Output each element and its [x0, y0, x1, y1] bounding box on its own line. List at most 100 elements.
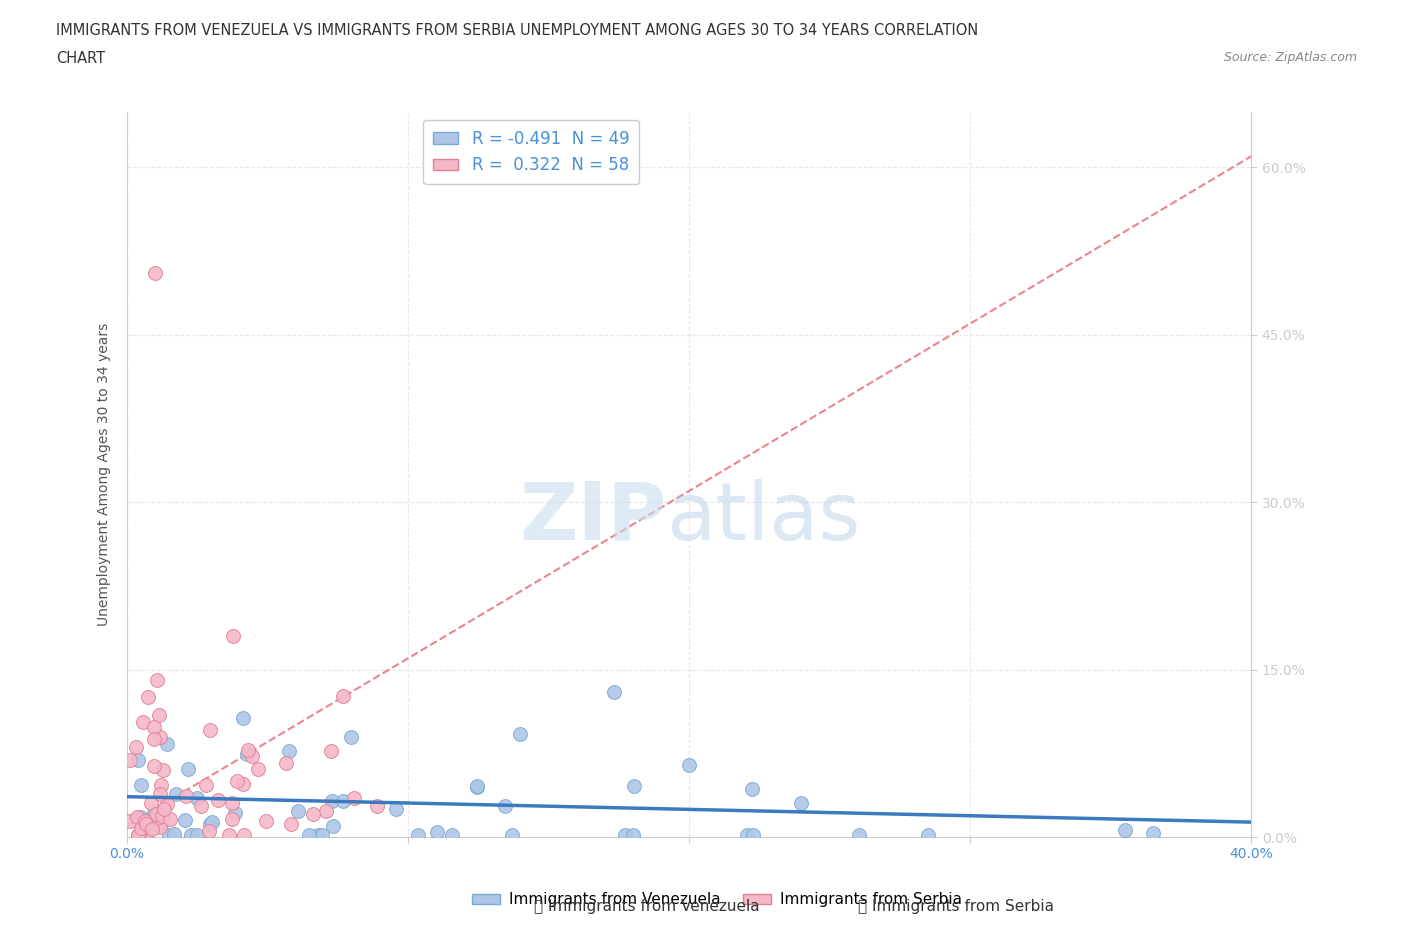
- Point: [156, 797, 179, 812]
- Point: [127, 752, 149, 767]
- Point: [614, 828, 637, 843]
- Point: [501, 828, 523, 843]
- Text: ⬜ Immigrants from Venezuela: ⬜ Immigrants from Venezuela: [534, 899, 759, 914]
- Point: [343, 790, 366, 805]
- Text: ZIP: ZIP: [519, 479, 666, 557]
- Point: [198, 824, 221, 839]
- Point: [741, 781, 763, 796]
- Point: [1142, 825, 1164, 840]
- Point: [224, 805, 246, 820]
- Point: [1114, 823, 1136, 838]
- Point: [240, 749, 263, 764]
- Point: [277, 743, 299, 758]
- Point: [136, 690, 159, 705]
- Text: 🟥 Immigrants from Serbia: 🟥 Immigrants from Serbia: [858, 899, 1053, 914]
- Point: [465, 779, 488, 794]
- Point: [287, 804, 309, 818]
- Point: [143, 805, 166, 820]
- Point: [426, 824, 449, 839]
- Point: [737, 828, 759, 843]
- Point: [236, 743, 259, 758]
- Point: [233, 828, 256, 843]
- Point: [307, 828, 329, 843]
- Point: [190, 799, 212, 814]
- Text: Source: ZipAtlas.com: Source: ZipAtlas.com: [1223, 51, 1357, 64]
- Point: [118, 752, 141, 767]
- Point: [332, 793, 354, 808]
- Point: [221, 629, 243, 644]
- Point: [274, 756, 297, 771]
- Point: [385, 802, 408, 817]
- Text: atlas: atlas: [666, 479, 860, 557]
- Point: [298, 828, 321, 843]
- Point: [226, 774, 249, 789]
- Point: [302, 806, 325, 821]
- Point: [311, 828, 333, 843]
- Point: [315, 804, 337, 818]
- Point: [232, 711, 254, 725]
- Point: [118, 814, 141, 829]
- Point: [332, 688, 354, 703]
- Point: [142, 719, 165, 734]
- Point: [129, 820, 152, 835]
- Text: CHART: CHART: [56, 51, 105, 66]
- Point: [509, 726, 531, 741]
- Legend: Immigrants from Venezuela, Immigrants from Serbia: Immigrants from Venezuela, Immigrants fr…: [465, 886, 969, 913]
- Point: [232, 777, 254, 791]
- Point: [236, 747, 259, 762]
- Point: [742, 828, 765, 843]
- Point: [125, 739, 148, 754]
- Point: [129, 824, 152, 839]
- Point: [149, 729, 172, 744]
- Point: [280, 817, 302, 831]
- Point: [146, 811, 169, 826]
- Point: [134, 814, 156, 829]
- Point: [145, 806, 167, 821]
- Point: [623, 778, 645, 793]
- Point: [143, 731, 166, 746]
- Legend: R = -0.491  N = 49, R =  0.322  N = 58: R = -0.491 N = 49, R = 0.322 N = 58: [423, 120, 640, 184]
- Y-axis label: Unemployment Among Ages 30 to 34 years: Unemployment Among Ages 30 to 34 years: [97, 323, 111, 626]
- Point: [186, 790, 208, 805]
- Point: [157, 828, 180, 843]
- Point: [150, 817, 173, 831]
- Point: [141, 796, 163, 811]
- Point: [678, 758, 700, 773]
- Point: [322, 818, 344, 833]
- Point: [406, 828, 429, 843]
- Point: [131, 714, 153, 729]
- Point: [186, 828, 208, 843]
- Point: [165, 787, 187, 802]
- Point: [143, 266, 166, 281]
- Point: [198, 817, 221, 831]
- Point: [173, 813, 195, 828]
- Point: [465, 778, 488, 793]
- Point: [127, 828, 149, 843]
- Point: [603, 684, 626, 699]
- Point: [180, 828, 202, 843]
- Point: [441, 828, 464, 843]
- Point: [143, 759, 166, 774]
- Point: [150, 808, 173, 823]
- Point: [366, 799, 388, 814]
- Point: [125, 809, 148, 824]
- Point: [621, 828, 644, 843]
- Point: [319, 743, 342, 758]
- Point: [790, 795, 813, 810]
- Text: IMMIGRANTS FROM VENEZUELA VS IMMIGRANTS FROM SERBIA UNEMPLOYMENT AMONG AGES 30 T: IMMIGRANTS FROM VENEZUELA VS IMMIGRANTS …: [56, 23, 979, 38]
- Point: [195, 777, 218, 792]
- Point: [135, 828, 157, 843]
- Point: [177, 762, 200, 777]
- Point: [149, 819, 172, 834]
- Point: [254, 814, 277, 829]
- Point: [150, 777, 173, 792]
- Point: [131, 777, 153, 792]
- Point: [159, 811, 181, 826]
- Point: [321, 793, 343, 808]
- Point: [495, 798, 517, 813]
- Point: [207, 792, 229, 807]
- Point: [128, 810, 150, 825]
- Point: [221, 811, 243, 826]
- Point: [153, 802, 176, 817]
- Point: [149, 787, 172, 802]
